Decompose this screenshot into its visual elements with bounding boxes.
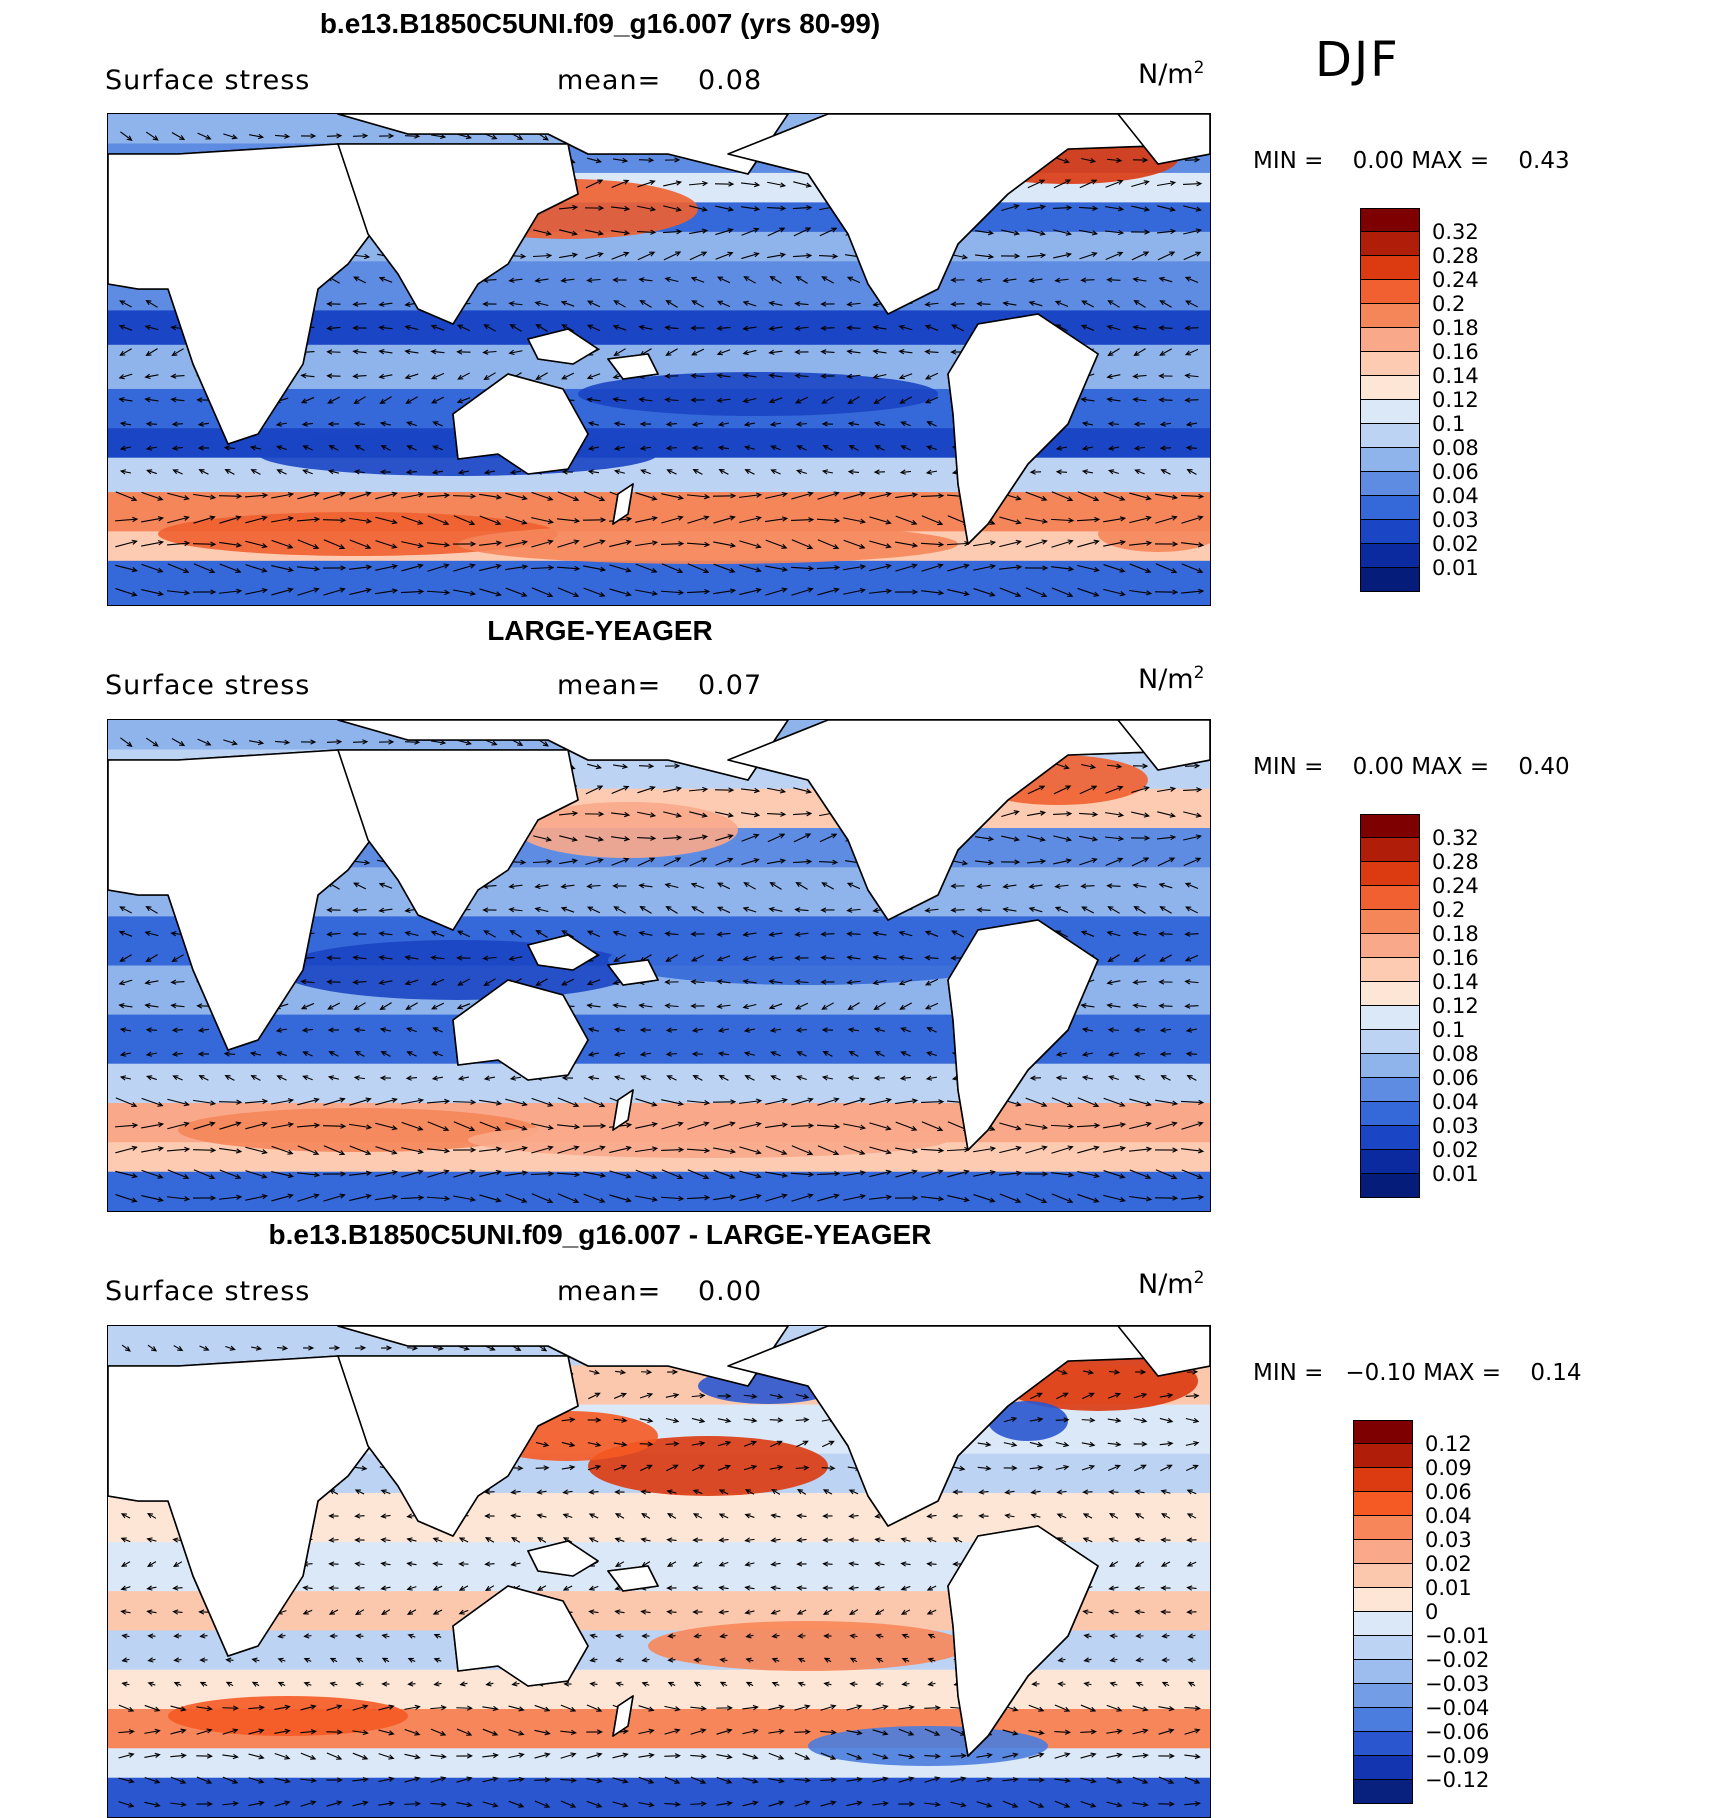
panel3-mean-label: mean= (557, 1276, 661, 1307)
field-patch (648, 1621, 968, 1671)
colorbar-tick-label: 0.2 (1432, 292, 1465, 316)
colorbar-tick-label: 0.02 (1432, 1138, 1479, 1162)
panel1-map-svg (108, 114, 1210, 605)
stress-vector (193, 544, 215, 545)
colorbar-tick-label: 0.12 (1432, 388, 1479, 412)
colorbar-tick-label: 0.32 (1432, 220, 1479, 244)
colorbar-tick-label: 0.2 (1432, 898, 1465, 922)
panel3-map-svg (108, 1326, 1210, 1817)
colorbar-tick-label: 0.08 (1432, 1042, 1479, 1066)
colorbar-tick-label: 0.24 (1432, 268, 1479, 292)
colorbar-tick-label: 0.02 (1432, 532, 1479, 556)
stress-vector (921, 496, 943, 497)
colorbar-tick-label: 0.14 (1432, 364, 1479, 388)
panel2-minmax: MIN = 0.00 MAX = 0.40 (1253, 754, 1570, 780)
stress-vector (193, 1150, 215, 1151)
stress-vector (327, 742, 341, 743)
season-label: DJF (1315, 32, 1400, 88)
stress-vector (327, 136, 341, 137)
colorbar-tick-label: 0.1 (1432, 412, 1465, 436)
stress-vector (921, 1102, 943, 1103)
colorbar-tick-label: 0.18 (1432, 316, 1479, 340)
field-patch (578, 372, 938, 416)
stress-vector (323, 520, 345, 521)
colorbar-tick-label: 0.28 (1432, 244, 1479, 268)
colorbar-frame (1360, 208, 1420, 592)
panel3-map (107, 1325, 1211, 1818)
panel2-title: LARGE-YEAGER (450, 615, 750, 647)
field-band (108, 1778, 1210, 1817)
colorbar-tick-label: 0.01 (1432, 1162, 1479, 1186)
colorbar-tick-label: 0.24 (1432, 874, 1479, 898)
panel1-minmax: MIN = 0.00 MAX = 0.43 (1253, 148, 1570, 174)
field-band (108, 1172, 1210, 1211)
stress-vector (219, 1102, 241, 1103)
colorbar-tick-label: 0.04 (1432, 484, 1479, 508)
panel2-map (107, 719, 1211, 1212)
colorbar-tick-label: 0.18 (1432, 922, 1479, 946)
stress-vector (456, 1708, 471, 1709)
panel3-units: N/m2 (1138, 1268, 1204, 1300)
colorbar-tick-label: 0.12 (1432, 994, 1479, 1018)
stress-vector (453, 1102, 475, 1103)
colorbar-tick-label: 0.04 (1432, 1090, 1479, 1114)
panel1-title: b.e13.B1850C5UNI.f09_g16.007 (yrs 80-99) (250, 8, 950, 40)
panel3-mean-value: 0.00 (698, 1276, 762, 1307)
panel3-minmax: MIN = −0.10 MAX = 0.14 (1253, 1360, 1582, 1386)
panel1-variable-label: Surface stress (105, 65, 310, 96)
colorbar-tick-label: 0.16 (1432, 340, 1479, 364)
colorbar-tick-label: 0.14 (1432, 970, 1479, 994)
colorbar-tick-label: 0.28 (1432, 850, 1479, 874)
field-band (108, 458, 1210, 493)
panel2-mean-label: mean= (557, 670, 661, 701)
panel1-map (107, 113, 1211, 606)
panel1-mean-value: 0.08 (698, 65, 762, 96)
panel1-units: N/m2 (1138, 58, 1204, 90)
panel3-variable-label: Surface stress (105, 1276, 310, 1307)
colorbar-frame (1360, 814, 1420, 1198)
stress-vector (219, 496, 241, 497)
colorbar-tick-label: 0.06 (1432, 460, 1479, 484)
stress-vector (323, 1126, 345, 1127)
field-band (108, 1748, 1210, 1778)
stress-vector (924, 1708, 939, 1709)
panel1-mean-label: mean= (557, 65, 661, 96)
panel2-variable-label: Surface stress (105, 670, 310, 701)
colorbar-tick-label: 0.01 (1432, 556, 1479, 580)
colorbar-tick-label: 0.16 (1432, 946, 1479, 970)
panel2-map-svg (108, 720, 1210, 1211)
panel2-mean-value: 0.07 (698, 670, 762, 701)
panel3-title: b.e13.B1850C5UNI.f09_g16.007 - LARGE-YEA… (200, 1219, 1000, 1251)
colorbar-tick-label: 0.1 (1432, 1018, 1465, 1042)
field-band (108, 1064, 1210, 1104)
colorbar-tick-label: 0.03 (1432, 508, 1479, 532)
stress-vector (453, 496, 475, 497)
panel2-units: N/m2 (1138, 663, 1204, 695)
colorbar-tick-label: 0.06 (1432, 1066, 1479, 1090)
stress-vector (794, 1732, 809, 1733)
colorbar-tick-label: 0.03 (1432, 1114, 1479, 1138)
colorbar-tick-label: 0.32 (1432, 826, 1479, 850)
colorbar-tick-label: 0.08 (1432, 436, 1479, 460)
field-patch (468, 1122, 948, 1158)
